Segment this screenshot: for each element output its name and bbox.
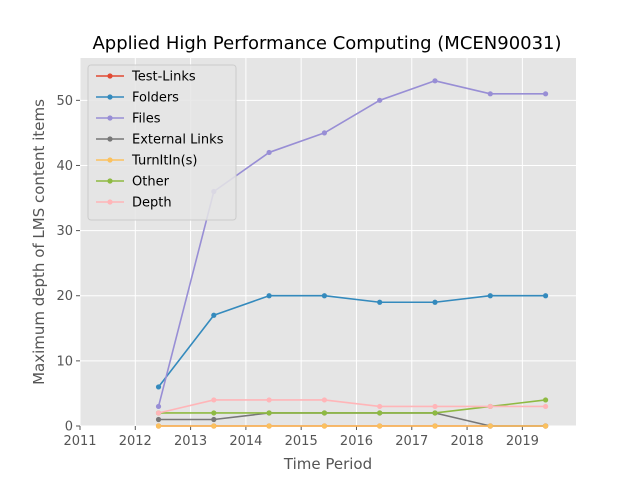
legend-swatch-marker: [107, 136, 112, 141]
x-tick-label: 2015: [285, 434, 318, 449]
data-point: [156, 410, 161, 415]
legend-swatch-marker: [107, 115, 112, 120]
data-point: [543, 423, 548, 428]
data-point: [377, 404, 382, 409]
data-point: [156, 423, 161, 428]
data-point: [488, 293, 493, 298]
data-point: [432, 410, 437, 415]
y-tick-label: 0: [65, 420, 73, 435]
legend-label: Files: [132, 112, 161, 127]
data-point: [543, 397, 548, 402]
data-point: [488, 91, 493, 96]
data-point: [211, 410, 216, 415]
data-point: [322, 293, 327, 298]
legend-swatch-marker: [107, 157, 112, 162]
data-point: [543, 293, 548, 298]
legend-label: External Links: [132, 133, 224, 148]
x-tick-label: 2018: [451, 434, 484, 449]
data-point: [211, 313, 216, 318]
legend-label: Test-Links: [131, 70, 196, 85]
y-tick-label: 10: [56, 354, 73, 369]
data-point: [488, 423, 493, 428]
x-tick-label: 2012: [119, 434, 152, 449]
legend-swatch-marker: [107, 178, 112, 183]
x-tick-label: 2019: [506, 434, 539, 449]
y-axis-ticks: 0 10 20 30 40 50: [56, 94, 80, 435]
data-point: [322, 397, 327, 402]
x-tick-label: 2016: [340, 434, 373, 449]
data-point: [543, 91, 548, 96]
data-point: [267, 150, 272, 155]
data-point: [211, 423, 216, 428]
data-point: [322, 410, 327, 415]
data-point: [267, 410, 272, 415]
y-tick-label: 20: [56, 289, 73, 304]
x-tick-label: 2017: [395, 434, 428, 449]
data-point: [488, 404, 493, 409]
legend-swatch-marker: [107, 199, 112, 204]
legend-swatch-marker: [107, 73, 112, 78]
legend-label: TurnItIn(s): [131, 154, 197, 169]
data-point: [543, 404, 548, 409]
x-axis-ticks: 2011 2012 2013 2014 2015 2016 2017 2018 2019: [63, 426, 538, 449]
data-point: [377, 300, 382, 305]
legend-label: Other: [132, 175, 170, 190]
chart-title: Applied High Performance Computing (MCEN…: [92, 33, 561, 54]
legend-label: Folders: [132, 91, 179, 106]
data-point: [322, 423, 327, 428]
data-point: [267, 293, 272, 298]
data-point: [432, 423, 437, 428]
x-tick-label: 2014: [229, 434, 262, 449]
data-point: [156, 404, 161, 409]
data-point: [267, 423, 272, 428]
data-point: [267, 397, 272, 402]
data-point: [377, 423, 382, 428]
y-axis-label: Maximum depth of LMS content items: [30, 99, 48, 385]
data-point: [156, 384, 161, 389]
data-point: [377, 410, 382, 415]
x-tick-label: 2011: [63, 434, 96, 449]
legend-label: Depth: [132, 196, 172, 211]
y-tick-label: 30: [56, 224, 73, 239]
data-point: [211, 417, 216, 422]
y-tick-label: 40: [56, 159, 73, 174]
y-tick-label: 50: [56, 94, 73, 109]
legend: Test-Links Folders Files External Links Turn…: [88, 65, 236, 220]
x-axis-label: Time Period: [283, 455, 372, 473]
data-point: [377, 98, 382, 103]
legend-swatch-marker: [107, 94, 112, 99]
data-point: [156, 417, 161, 422]
data-point: [322, 130, 327, 135]
data-point: [432, 300, 437, 305]
data-point: [432, 404, 437, 409]
data-point: [211, 397, 216, 402]
data-point: [432, 78, 437, 83]
x-tick-label: 2013: [174, 434, 207, 449]
